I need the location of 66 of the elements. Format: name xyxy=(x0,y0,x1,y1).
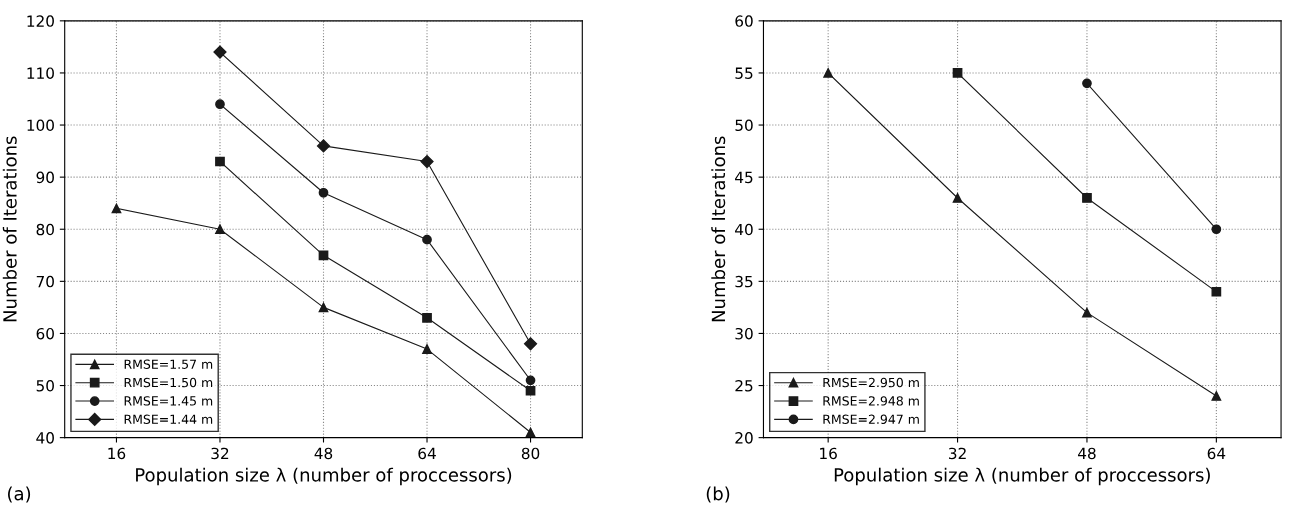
y-tick-label: 40 xyxy=(735,223,753,236)
x-tick-label: 16 xyxy=(108,447,126,460)
x-tick-label: 16 xyxy=(820,447,837,460)
y-tick-label: 55 xyxy=(735,67,753,79)
legend-label: RMSE=2.948 m xyxy=(823,396,919,406)
x-tick-label: 64 xyxy=(1207,447,1226,460)
x-axis-title: Population size λ (number of proccessors) xyxy=(136,467,512,486)
y-tick-label: 100 xyxy=(27,119,54,132)
legend-label: RMSE=1.44 m xyxy=(124,414,213,424)
x-tick-label: 32 xyxy=(949,447,966,460)
point xyxy=(318,187,329,198)
point xyxy=(952,193,963,203)
point xyxy=(215,156,225,167)
point xyxy=(1082,78,1092,89)
point xyxy=(1082,193,1092,203)
y-tick-label: 50 xyxy=(36,380,54,392)
x-axis-title: Population size λ (number of proccessors) xyxy=(834,467,1210,486)
y-axis-title: Number of Iterations xyxy=(2,136,17,322)
point xyxy=(525,375,536,386)
point xyxy=(952,68,963,78)
y-tick-label: 50 xyxy=(735,119,753,132)
y-tick-label: 35 xyxy=(735,275,753,288)
point xyxy=(422,312,432,323)
legend-label: RMSE=1.50 m xyxy=(124,377,213,388)
text: (a) xyxy=(8,486,31,503)
x-tick-label: 80 xyxy=(521,447,540,460)
point xyxy=(422,234,432,245)
y-tick-label: 30 xyxy=(735,327,753,340)
x-tick-label: 48 xyxy=(314,447,333,460)
point xyxy=(318,250,329,261)
point xyxy=(525,385,536,396)
text: (b) xyxy=(706,486,730,503)
point xyxy=(422,344,432,354)
y-tick-label: 20 xyxy=(735,432,753,444)
y-tick-label: 60 xyxy=(735,15,753,27)
x-tick-label: 32 xyxy=(211,447,229,460)
point xyxy=(823,68,834,78)
y-tick-label: 110 xyxy=(27,67,54,79)
y-tick-label: 120 xyxy=(27,15,54,27)
y-tick-label: 25 xyxy=(735,380,753,392)
point xyxy=(111,203,122,214)
y-axis-title: Number of Iterations xyxy=(711,136,726,322)
legend-label: RMSE=1.45 m xyxy=(124,396,213,406)
y-tick-label: 60 xyxy=(36,327,54,340)
x-tick-label: 48 xyxy=(1077,447,1096,460)
point xyxy=(523,337,538,351)
y-tick-label: 45 xyxy=(735,171,753,184)
point xyxy=(1211,224,1222,235)
point xyxy=(420,154,434,169)
y-tick-label: 70 xyxy=(36,275,54,288)
point xyxy=(215,99,225,110)
legend-label: RMSE=2.950 m xyxy=(823,377,919,388)
y-tick-label: 40 xyxy=(36,432,54,444)
point xyxy=(1211,391,1222,401)
legend-label: RMSE=1.57 m xyxy=(124,359,213,369)
point xyxy=(318,302,329,313)
legend-label: RMSE=2.947 m xyxy=(823,414,919,424)
point xyxy=(1211,286,1222,297)
y-tick-label: 80 xyxy=(36,223,54,236)
y-tick-label: 90 xyxy=(36,171,54,184)
point xyxy=(213,45,227,59)
x-tick-label: 64 xyxy=(418,447,436,460)
point xyxy=(316,139,331,153)
point xyxy=(215,224,225,235)
point xyxy=(1082,307,1092,318)
point xyxy=(525,427,536,438)
